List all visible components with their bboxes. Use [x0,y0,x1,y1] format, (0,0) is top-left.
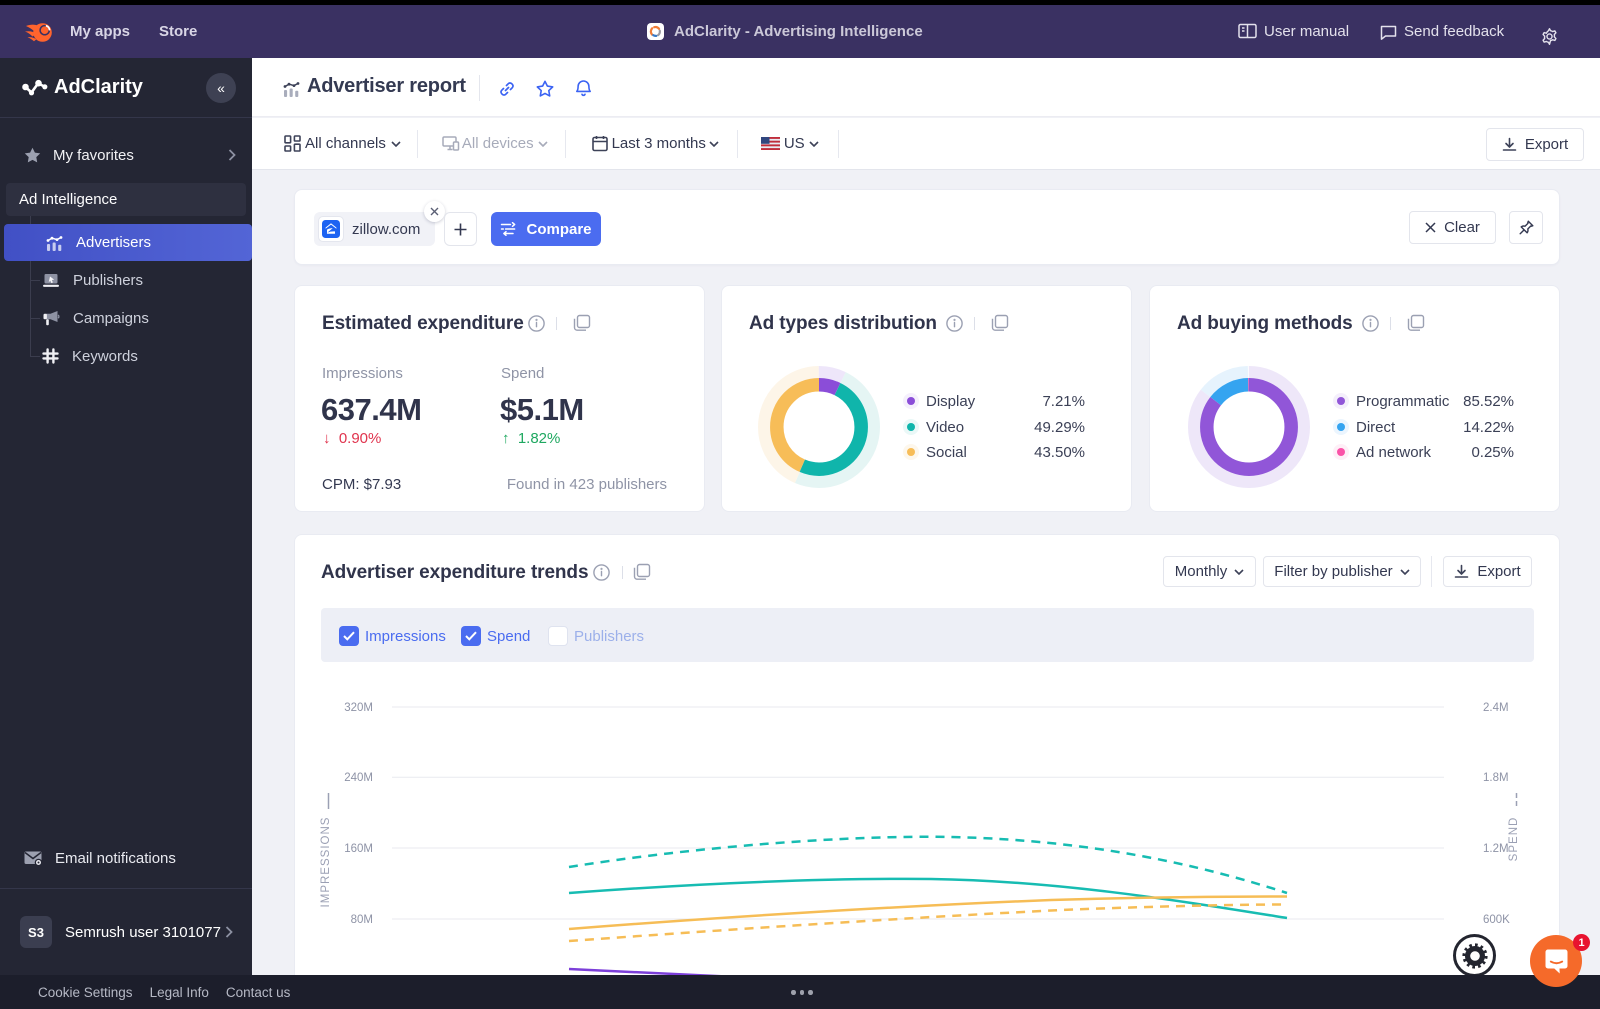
svg-text:IMPRESSIONS: IMPRESSIONS [320,817,332,908]
svg-text:240M: 240M [344,772,373,784]
svg-text:1.8M: 1.8M [1483,772,1509,784]
svg-text:SPEND: SPEND [1508,817,1520,862]
svg-text:320M: 320M [344,702,373,714]
svg-text:1.2M: 1.2M [1483,843,1509,855]
svg-text:2.4M: 2.4M [1483,702,1509,714]
svg-text:80M: 80M [351,914,373,926]
svg-text:160M: 160M [344,843,373,855]
svg-text:600K: 600K [1483,914,1510,926]
